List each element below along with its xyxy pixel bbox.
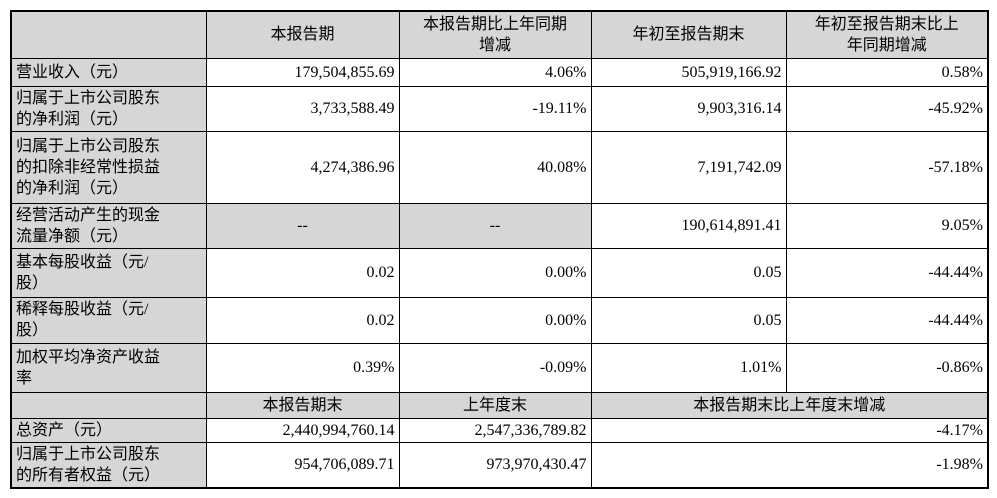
- cell-equity-change: -1.98%: [590, 441, 989, 488]
- cell-operating-revenue-ytd: 505,919,166.92: [590, 57, 787, 87]
- cell-cash-flow-current: --: [205, 202, 400, 249]
- col-header-current-period: 本报告期: [205, 10, 400, 59]
- row-label-net-profit-attributable: 归属于上市公司股东 的净利润（元）: [10, 85, 207, 132]
- col-header-ytd: 年初至报告期末: [590, 10, 787, 59]
- row-label-operating-revenue: 营业收入（元）: [10, 57, 207, 87]
- cell-diluted-eps-ytd-yoy: -44.44%: [785, 296, 989, 344]
- row-label-basic-eps: 基本每股收益（元/ 股）: [10, 247, 207, 298]
- cell-equity-prior-year-end: 973,970,430.47: [398, 441, 592, 488]
- cell-excl-nonrecurring-ytd-yoy: -57.18%: [785, 130, 989, 204]
- period-header-row: 本报告期 本报告期比上年同期 增减 年初至报告期末 年初至报告期末比上 年同期增…: [10, 10, 989, 59]
- cell-cash-flow-current-yoy: --: [398, 202, 592, 249]
- col-header-period-end: 本报告期末: [205, 391, 400, 419]
- key-financials-table: 本报告期 本报告期比上年同期 增减 年初至报告期末 年初至报告期末比上 年同期增…: [10, 10, 989, 489]
- table-row: 总资产（元） 2,440,994,760.14 2,547,336,789.82…: [10, 417, 989, 443]
- period-end-header-row: 本报告期末 上年度末 本报告期末比上年度末增减: [10, 391, 989, 419]
- row-label-net-profit-excl-nonrecurring: 归属于上市公司股东 的扣除非经常性损益 的净利润（元）: [10, 130, 207, 204]
- cell-net-profit-ytd-yoy: -45.92%: [785, 85, 989, 132]
- cell-basic-eps-ytd: 0.05: [590, 247, 787, 298]
- table-row: 归属于上市公司股东 的扣除非经常性损益 的净利润（元） 4,274,386.96…: [10, 130, 989, 204]
- cell-excl-nonrecurring-ytd: 7,191,742.09: [590, 130, 787, 204]
- row-label-weighted-avg-roe: 加权平均净资产收益 率: [10, 342, 207, 393]
- cell-excl-nonrecurring-current: 4,274,386.96: [205, 130, 400, 204]
- cell-roe-current: 0.39%: [205, 342, 400, 393]
- cell-roe-ytd: 1.01%: [590, 342, 787, 393]
- cell-roe-ytd-yoy: -0.86%: [785, 342, 989, 393]
- row-label-operating-cash-flow: 经营活动产生的现金 流量净额（元）: [10, 202, 207, 249]
- cell-operating-revenue-current-yoy: 4.06%: [398, 57, 592, 87]
- corner-cell-2: [10, 391, 207, 419]
- table-row: 基本每股收益（元/ 股） 0.02 0.00% 0.05 -44.44%: [10, 247, 989, 298]
- table-row: 营业收入（元） 179,504,855.69 4.06% 505,919,166…: [10, 57, 989, 87]
- cell-cash-flow-ytd-yoy: 9.05%: [785, 202, 989, 249]
- row-label-diluted-eps: 稀释每股收益（元/ 股）: [10, 296, 207, 344]
- table-row: 归属于上市公司股东 的净利润（元） 3,733,588.49 -19.11% 9…: [10, 85, 989, 132]
- corner-cell: [10, 10, 207, 59]
- cell-operating-revenue-current: 179,504,855.69: [205, 57, 400, 87]
- cell-total-assets-prior-year-end: 2,547,336,789.82: [398, 417, 592, 443]
- cell-basic-eps-current-yoy: 0.00%: [398, 247, 592, 298]
- col-header-prior-year-end: 上年度末: [398, 391, 592, 419]
- table-row: 经营活动产生的现金 流量净额（元） -- -- 190,614,891.41 9…: [10, 202, 989, 249]
- cell-net-profit-current: 3,733,588.49: [205, 85, 400, 132]
- col-header-period-end-change: 本报告期末比上年度末增减: [590, 391, 989, 419]
- cell-basic-eps-ytd-yoy: -44.44%: [785, 247, 989, 298]
- cell-equity-period-end: 954,706,089.71: [205, 441, 400, 488]
- cell-diluted-eps-ytd: 0.05: [590, 296, 787, 344]
- cell-excl-nonrecurring-current-yoy: 40.08%: [398, 130, 592, 204]
- cell-diluted-eps-current-yoy: 0.00%: [398, 296, 592, 344]
- row-label-total-assets: 总资产（元）: [10, 417, 207, 443]
- cell-total-assets-period-end: 2,440,994,760.14: [205, 417, 400, 443]
- cell-net-profit-ytd: 9,903,316.14: [590, 85, 787, 132]
- cell-net-profit-current-yoy: -19.11%: [398, 85, 592, 132]
- cell-operating-revenue-ytd-yoy: 0.58%: [785, 57, 989, 87]
- table-row: 归属于上市公司股东 的所有者权益（元） 954,706,089.71 973,9…: [10, 441, 989, 488]
- cell-basic-eps-current: 0.02: [205, 247, 400, 298]
- cell-total-assets-change: -4.17%: [590, 417, 989, 443]
- table-row: 稀释每股收益（元/ 股） 0.02 0.00% 0.05 -44.44%: [10, 296, 989, 344]
- cell-cash-flow-ytd: 190,614,891.41: [590, 202, 787, 249]
- cell-diluted-eps-current: 0.02: [205, 296, 400, 344]
- col-header-current-period-yoy: 本报告期比上年同期 增减: [398, 10, 592, 59]
- row-label-equity-attributable: 归属于上市公司股东 的所有者权益（元）: [10, 441, 207, 488]
- table-row: 加权平均净资产收益 率 0.39% -0.09% 1.01% -0.86%: [10, 342, 989, 393]
- col-header-ytd-yoy: 年初至报告期末比上 年同期增减: [785, 10, 989, 59]
- cell-roe-current-yoy: -0.09%: [398, 342, 592, 393]
